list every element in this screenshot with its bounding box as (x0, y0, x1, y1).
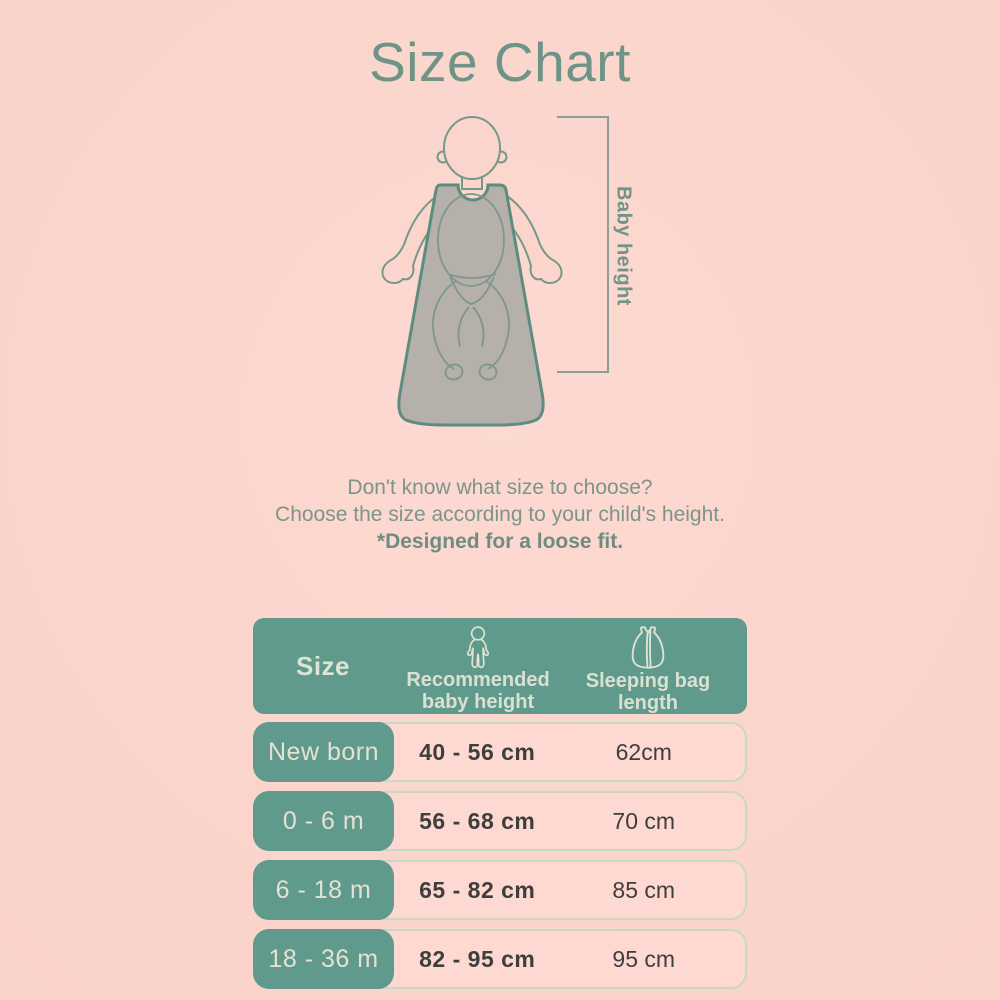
size-badge: 6 - 18 m (253, 860, 394, 920)
baby-height-value: 40 - 56 cm (419, 738, 536, 765)
page-title: Size Chart (369, 31, 631, 93)
sleeping-bag (397, 183, 545, 427)
intro-line-3: *Designed for a loose fit. (376, 530, 624, 553)
bag-length-value: 95 cm (612, 945, 676, 972)
height-bracket (557, 116, 609, 373)
bag-length-value: 62cm (615, 738, 672, 765)
size-table-header: Size Recommended baby height Sleeping ba… (253, 618, 747, 714)
sleeping-bag-icon (631, 626, 665, 669)
intro-text: Don't know what size to choose? Choose t… (0, 474, 1000, 555)
table-row-18-36m: 18 - 36 m 82 - 95 cm 95 cm (253, 929, 747, 989)
size-badge: New born (253, 722, 394, 782)
column-header-size: Size (295, 650, 351, 681)
table-row-newborn: New born 40 - 56 cm 62cm (253, 722, 747, 782)
baby-height-value: 65 - 82 cm (419, 876, 536, 903)
bag-length-header-line1: Sleeping bag (585, 670, 711, 692)
baby-height-header-line2: baby height (421, 691, 535, 713)
baby-height-label: Baby height (612, 186, 635, 306)
size-badge: 0 - 6 m (253, 791, 394, 851)
bag-length-value: 85 cm (612, 876, 676, 903)
intro-line-1: Don't know what size to choose? (347, 476, 653, 499)
baby-height-header-line1: Recommended (406, 669, 550, 691)
baby-right-arm (494, 189, 563, 284)
intro-line-2: Choose the size according to your child'… (275, 503, 725, 526)
table-row-0-6m: 0 - 6 m 56 - 68 cm 70 cm (253, 791, 747, 851)
column-header-bag-length: Sleeping bag length (563, 618, 747, 714)
baby-height-value: 56 - 68 cm (419, 807, 536, 834)
size-badge: 18 - 36 m (253, 929, 394, 989)
baby-icon (466, 626, 490, 669)
baby-body-sketch (432, 193, 510, 381)
table-row-6-18m: 6 - 18 m 65 - 82 cm 85 cm (253, 860, 747, 920)
column-header-baby-height: Recommended baby height (393, 618, 563, 714)
bag-length-header-line2: length (618, 692, 678, 714)
baby-in-sleeping-bag-illustration (381, 116, 609, 427)
baby-height-value: 82 - 95 cm (419, 945, 536, 972)
baby-head (443, 116, 501, 180)
bag-length-value: 70 cm (612, 807, 676, 834)
size-table-rows: New born 40 - 56 cm 62cm 0 - 6 m 56 - 68… (253, 722, 747, 989)
